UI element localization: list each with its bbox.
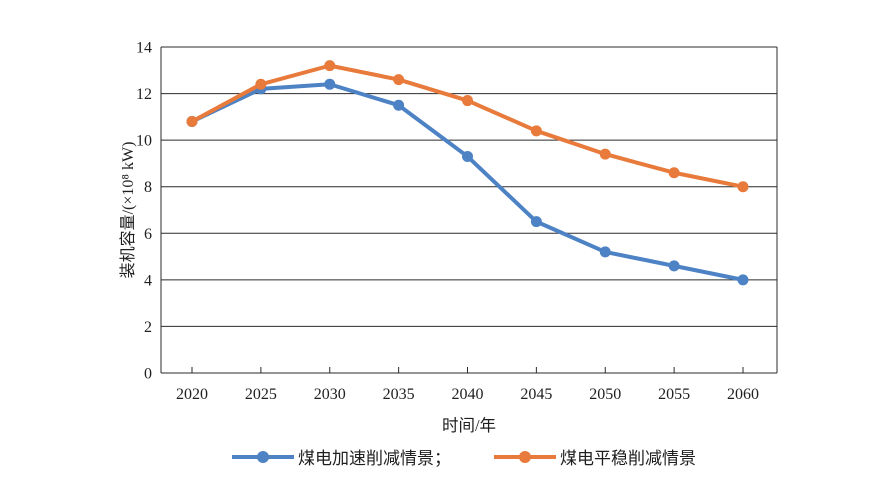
x-tick-label: 2025 bbox=[245, 386, 277, 403]
legend-line-marker-icon bbox=[494, 450, 556, 463]
x-tick-label: 2040 bbox=[452, 386, 484, 403]
y-tick-label: 4 bbox=[144, 272, 152, 289]
y-tick-label: 6 bbox=[144, 226, 152, 243]
legend-label: 煤电平稳削减情景 bbox=[560, 449, 696, 468]
y-tick-label: 8 bbox=[144, 179, 152, 196]
legend-item-accelerated-reduction: 煤电加速削减情景； bbox=[231, 444, 451, 469]
legend-label: 煤电加速削减情景； bbox=[298, 449, 451, 468]
data-point-marker bbox=[599, 246, 611, 258]
y-tick-label: 2 bbox=[144, 319, 152, 336]
y-tick-label: 0 bbox=[144, 366, 152, 383]
data-point-marker bbox=[324, 60, 336, 72]
y-tick-label: 14 bbox=[136, 40, 152, 57]
data-point-marker bbox=[393, 74, 405, 86]
y-tick-label: 12 bbox=[136, 86, 152, 103]
series-line-1 bbox=[190, 63, 745, 189]
x-tick-label: 2045 bbox=[520, 386, 552, 403]
data-point-marker bbox=[530, 216, 542, 228]
data-point-marker bbox=[599, 148, 611, 160]
x-tick-label: 2035 bbox=[383, 386, 415, 403]
data-point-marker bbox=[462, 95, 473, 107]
data-point-marker bbox=[668, 167, 680, 179]
data-point-marker bbox=[255, 78, 267, 90]
y-tick-label: 10 bbox=[136, 133, 152, 150]
data-point-marker bbox=[668, 260, 680, 272]
x-tick-label: 2030 bbox=[314, 386, 346, 403]
data-point-marker bbox=[393, 99, 405, 111]
data-point-marker bbox=[186, 116, 198, 128]
x-tick-label: 2060 bbox=[727, 386, 759, 403]
x-axis-title: 时间/年 bbox=[441, 416, 497, 435]
x-tick-label: 2050 bbox=[589, 386, 621, 403]
x-tick-label: 2020 bbox=[176, 386, 208, 403]
data-point-marker bbox=[462, 150, 473, 162]
y-axis-title: 装机容量/(×10⁸ kW) bbox=[120, 141, 137, 279]
line-chart-plot-area: 0 2 4 6 8 10 12 14 2020 2025 2030 2035 2040 2045 2050 2… bbox=[136, 40, 778, 403]
x-tick-label: 2055 bbox=[658, 386, 690, 403]
legend-line-marker-icon bbox=[232, 450, 294, 463]
legend-item-steady-reduction: 煤电平稳削减情景 bbox=[493, 444, 696, 469]
series-line-0 bbox=[190, 82, 745, 282]
data-point-marker bbox=[737, 274, 749, 286]
data-point-marker bbox=[530, 125, 542, 137]
data-point-marker bbox=[324, 78, 336, 90]
chart-legend: 煤电加速削减情景； 煤电平稳削减情景 bbox=[24, 444, 879, 469]
data-point-marker bbox=[737, 181, 749, 193]
